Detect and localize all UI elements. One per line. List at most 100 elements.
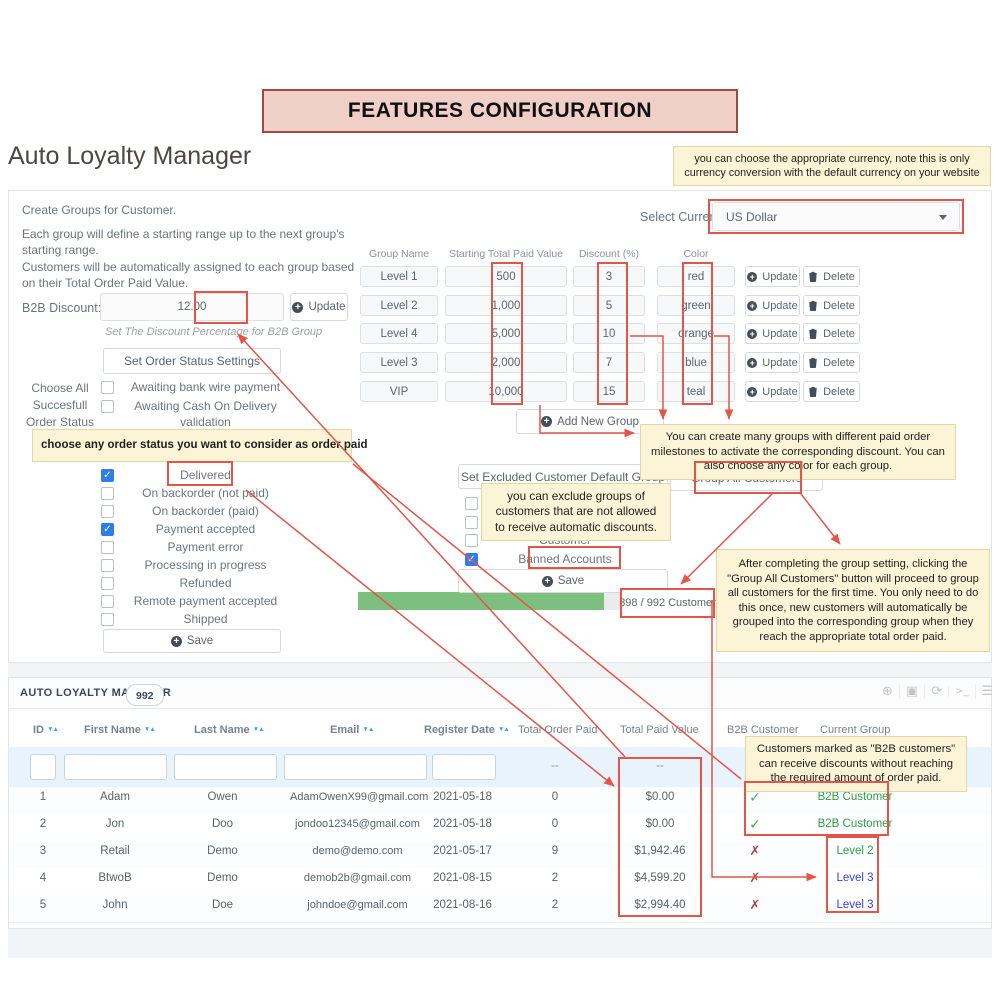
group-update-button[interactable]: + Update [745,266,800,287]
groups-header-name: Group Name [368,248,430,260]
status-label: Payment error [167,540,244,554]
status-checkbox-payment-accepted[interactable]: ✓ [101,523,114,536]
filter-register-date-input[interactable] [432,754,496,780]
sort-icon[interactable]: ▼▲ [252,726,265,733]
status-label: Shipped [183,612,228,626]
excluded-checkbox-1[interactable] [465,497,478,510]
group-value-input[interactable]: 500 [445,266,567,287]
group-value-input[interactable]: 1,000 [445,295,567,316]
excluded-checkbox-customer[interactable] [465,534,478,547]
group-color-input[interactable]: orange [657,323,735,344]
group-name-input[interactable]: Level 3 [360,352,438,373]
status-checkbox-remote-payment[interactable] [101,595,114,608]
group-all-note: After completing the group setting, clic… [716,549,990,653]
cell-current-group: Level 3 [836,872,874,884]
banner-title: FEATURES CONFIGURATION [347,99,653,122]
group-name-input[interactable]: VIP [360,381,438,402]
group-delete-button[interactable]: Delete [803,352,860,373]
cell-current-group: B2B Customer [817,791,893,803]
cell-last-name: Doe [211,899,234,911]
group-delete-button[interactable]: Delete [803,381,860,402]
status-checkbox-awaiting-cod[interactable] [101,400,114,413]
cell-register-date: 2021-05-17 [433,845,492,857]
group-value-input[interactable]: 10,000 [445,381,567,402]
exclude-note: you can exclude groups of customers that… [481,483,671,541]
cell-id: 4 [39,872,47,884]
status-checkbox-refunded[interactable] [101,577,114,590]
cell-total-order-paid: 0 [551,791,559,803]
banner: FEATURES CONFIGURATION [262,89,738,133]
col-header-first-name[interactable]: First Name ▼▲ [84,724,156,736]
cell-register-date: 2021-08-16 [433,899,492,911]
cell-current-group: Level 2 [836,845,874,857]
intro-line-3: Customers will be automatically assigned… [22,260,355,291]
cell-total-order-paid: 2 [551,872,559,884]
trash-icon [809,357,817,368]
group-delete-button[interactable]: Delete [803,323,860,344]
b2b-cross-icon: ✗ [749,871,761,886]
status-label: Awaiting bank wire payment [130,380,281,394]
filter-last-name-input[interactable] [174,754,277,780]
group-value-input[interactable]: 5,000 [445,323,567,344]
filter-id-input[interactable] [30,754,56,780]
set-order-status-settings-button[interactable]: Set Order Status Settings [103,348,281,374]
group-color-input[interactable]: green [657,295,735,316]
group-discount-input[interactable]: 10 [573,323,645,344]
group-color-input[interactable]: blue [657,352,735,373]
sort-icon[interactable]: ▼▲ [362,726,374,733]
sql-query-icon[interactable]: >_ [948,686,974,697]
sort-icon[interactable]: ▼▲ [47,726,59,733]
export-icon[interactable]: ▣ [898,684,924,699]
cell-register-date: 2021-08-15 [433,872,492,884]
col-header-id[interactable]: ID ▼▲ [33,724,59,736]
database-icon[interactable]: ☰ [974,684,1000,699]
col-header-email[interactable]: Email ▼▲ [330,724,374,736]
col-header-last-name[interactable]: Last Name ▼▲ [194,724,265,736]
group-update-button[interactable]: + Update [745,381,800,402]
group-discount-input[interactable]: 7 [573,352,645,373]
plus-circle-icon: + [541,575,553,587]
status-label: On backorder (not paid) [142,486,269,500]
group-update-button[interactable]: + Update [745,323,800,344]
group-delete-button[interactable]: Delete [803,295,860,316]
group-color-input[interactable]: teal [657,381,735,402]
group-value-input[interactable]: 2,000 [445,352,567,373]
status-checkbox-backorder-not-paid[interactable] [101,487,114,500]
cell-total-paid-value: $4,599.20 [634,872,686,884]
group-delete-button[interactable]: Delete [803,266,860,287]
excluded-checkbox-banned[interactable]: ✓ [465,553,478,566]
order-status-save-button[interactable]: + Save [103,629,281,653]
currency-select[interactable]: US Dollar [712,202,960,231]
sort-icon[interactable]: ▼▲ [143,726,156,733]
status-checkbox-awaiting-bank-wire[interactable] [101,381,114,394]
b2b-check-icon: ✓ [749,817,761,833]
select-currency-label: Select Currency [640,210,729,224]
group-name-input[interactable]: Level 2 [360,295,438,316]
excluded-checkbox-2[interactable] [465,516,478,529]
status-checkbox-backorder-paid[interactable] [101,505,114,518]
col-header-register-date[interactable]: Register Date ▼▲ [424,724,510,736]
group-update-button[interactable]: + Update [745,295,800,316]
group-discount-input[interactable]: 5 [573,295,645,316]
sort-icon[interactable]: ▼▲ [497,726,510,733]
group-discount-input[interactable]: 15 [573,381,645,402]
filter-email-input[interactable] [284,754,427,780]
refresh-icon[interactable]: ⟳ [924,684,948,699]
status-checkbox-delivered[interactable]: ✓ [101,469,114,482]
status-checkbox-processing[interactable] [101,559,114,572]
b2b-update-button[interactable]: + Update [290,293,348,321]
add-icon[interactable]: ⊕ [882,684,893,699]
b2b-discount-input[interactable]: 12.00 [100,293,284,321]
group-update-button[interactable]: + Update [745,352,800,373]
group-name-input[interactable]: Level 4 [360,323,438,344]
excluded-save-label: Save [557,575,585,587]
status-checkbox-payment-error[interactable] [101,541,114,554]
cell-id: 2 [39,818,47,830]
filter-first-name-input[interactable] [64,754,167,780]
group-discount-input[interactable]: 3 [573,266,645,287]
group-color-input[interactable]: red [657,266,735,287]
status-checkbox-shipped[interactable] [101,613,114,626]
group-name-input[interactable]: Level 1 [360,266,438,287]
plus-circle-icon: + [170,635,182,647]
